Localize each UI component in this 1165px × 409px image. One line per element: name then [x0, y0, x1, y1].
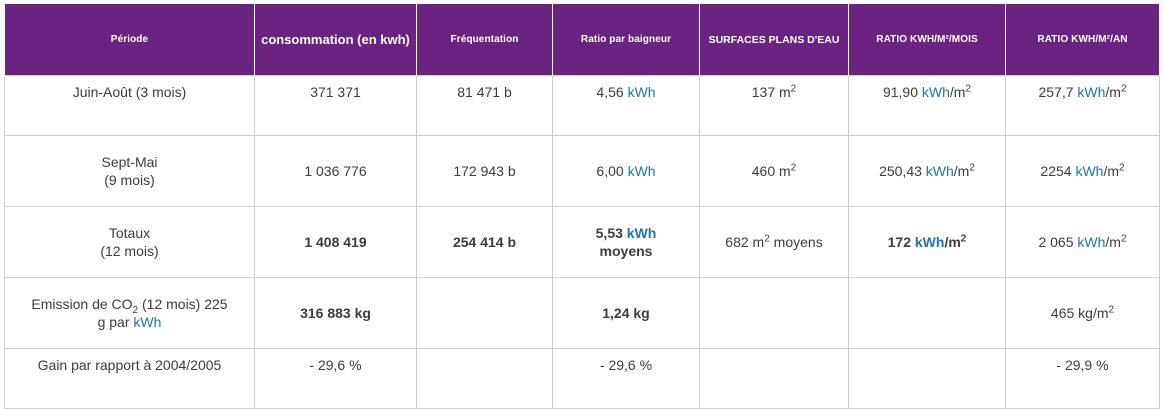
periode-cell: Juin-Août (3 mois): [4, 75, 255, 136]
per-m-unit: /m: [953, 163, 970, 179]
unit-exponent: 2: [969, 162, 975, 174]
ratio-cell: 4,56 kWh: [552, 75, 700, 136]
frequentation-cell: [416, 277, 553, 349]
per-m-unit: /m: [1103, 163, 1120, 179]
frequentation-cell: 81 471 b: [416, 75, 553, 136]
per-m-unit: /m: [1105, 234, 1121, 250]
header-surfaces: SURFACES PLANS D'EAU: [699, 4, 849, 76]
ratio-cell: - 29,6 %: [552, 348, 700, 409]
kwh-unit: kWh: [627, 84, 656, 100]
header-ratio-baigneur: Ratio par baigneur: [552, 4, 700, 76]
surface-exponent: 2: [790, 83, 797, 95]
periode-cell: Sept-Mai (9 mois): [4, 135, 255, 207]
kwh-unit: kWh: [914, 234, 945, 250]
ratio-value: 5,53: [595, 225, 623, 241]
ratio-cell: 6,00 kWh: [552, 135, 700, 207]
kwh-unit: kWh: [1077, 234, 1106, 250]
periode-cell: Gain par rapport à 2004/2005: [4, 348, 255, 409]
ratio-an-cell: 2254 kWh/m2: [1005, 135, 1160, 207]
kwh-unit: kWh: [921, 84, 950, 100]
surface-cell: 460 m2: [699, 135, 849, 207]
consumption-table: Période consommation (en kwh) Fréquentat…: [4, 4, 1160, 409]
surface-exponent: 2: [790, 162, 797, 174]
per-m-unit: /m: [949, 84, 966, 100]
surface-exponent: 2: [764, 233, 770, 245]
header-periode: Période: [4, 4, 255, 76]
emission-label: Emission de CO: [31, 296, 133, 312]
kwh-unit: kWh: [925, 163, 954, 179]
surface-cell: 682 m2 moyens: [699, 206, 849, 278]
consommation-cell: 371 371: [254, 75, 417, 136]
header-row: Période consommation (en kwh) Fréquentat…: [4, 4, 1160, 76]
kwh-unit: kWh: [1075, 163, 1104, 179]
frequentation-cell: [416, 348, 553, 409]
ratio-mois-cell: 91,90 kWh/m2: [848, 75, 1006, 136]
emission-detail: (12 mois) 225: [138, 296, 228, 312]
ratio-mois-cell: 250,43 kWh/m2: [848, 135, 1006, 207]
unit-exponent: 2: [1120, 233, 1127, 245]
ratio-mois-cell: [848, 277, 1006, 349]
surface-cell: [699, 348, 849, 409]
table-row: Juin-Août (3 mois) 371 371 81 471 b 4,56…: [4, 75, 1160, 136]
ratio-an-value: 257,7: [1038, 84, 1074, 100]
consommation-cell: 1 036 776: [254, 135, 417, 207]
ratio-mois-cell: [848, 348, 1006, 409]
consommation-cell: 1 408 419: [254, 206, 417, 278]
ratio-qualifier: moyens: [599, 243, 653, 259]
ratio-mois-cell: 172 kWh/m2: [848, 206, 1006, 278]
surface-value: 682 m: [725, 234, 765, 250]
ratio-mois-value: 91,90: [882, 84, 919, 100]
kwh-unit: kWh: [626, 225, 657, 241]
ratio-an-value: 2 065: [1038, 234, 1078, 250]
per-m-unit: /m: [944, 234, 961, 250]
periode-duration: (12 mois): [100, 243, 159, 259]
unit-exponent: 2: [1119, 162, 1125, 174]
co2-subscript: 2: [132, 304, 139, 316]
surface-cell: [699, 277, 849, 349]
periode-cell: Emission de CO2 (12 mois) 225 g par kWh: [4, 277, 255, 349]
table-row-totals: Totaux (12 mois) 1 408 419 254 414 b 5,53…: [4, 206, 1160, 278]
unit-exponent: 2: [1108, 304, 1115, 316]
frequentation-cell: 254 414 b: [416, 206, 553, 278]
ratio-an-cell: 465 kg/m2: [1005, 277, 1160, 349]
ratio-cell: 1,24 kg: [552, 277, 700, 349]
ratio-an-cell: 2 065 kWh/m2: [1005, 206, 1160, 278]
ratio-value: 6,00: [596, 163, 624, 179]
ratio-an-cell: - 29,9 %: [1005, 348, 1160, 409]
table-row-emission: Emission de CO2 (12 mois) 225 g par kWh 3…: [4, 277, 1160, 349]
table-row-gain: Gain par rapport à 2004/2005 - 29,6 % - …: [4, 348, 1160, 409]
header-ratio-an: RATIO KWH/M²/AN: [1005, 4, 1160, 76]
header-ratio-mois: RATIO KWH/M²/MOIS: [848, 4, 1006, 76]
surface-value: 137 m: [751, 84, 791, 100]
kwh-unit: kWh: [1077, 84, 1106, 100]
consommation-cell: 316 883 kg: [254, 277, 417, 349]
periode-cell: Totaux (12 mois): [4, 206, 255, 278]
periode-duration: (9 mois): [104, 172, 155, 188]
kwh-unit: kWh: [133, 314, 162, 330]
unit-exponent: 2: [960, 233, 967, 245]
ratio-an-value: 2254: [1040, 163, 1072, 179]
periode-label: Sept-Mai: [101, 154, 158, 170]
table-row: Sept-Mai (9 mois) 1 036 776 172 943 b 6,0…: [4, 135, 1160, 207]
surface-value: 460 m: [751, 163, 791, 179]
header-frequentation: Fréquentation: [416, 4, 553, 76]
ratio-mois-value: 250,43: [879, 163, 922, 179]
emission-per: g par: [97, 314, 134, 330]
ratio-value: 4,56: [596, 84, 624, 100]
periode-label: Totaux: [108, 225, 151, 241]
ratio-an-value: 465 kg/m: [1050, 305, 1109, 321]
unit-exponent: 2: [1120, 83, 1127, 95]
frequentation-cell: 172 943 b: [416, 135, 553, 207]
ratio-mois-value: 172: [887, 234, 911, 250]
unit-exponent: 2: [965, 83, 972, 95]
per-m-unit: /m: [1105, 84, 1121, 100]
consommation-cell: - 29,6 %: [254, 348, 417, 409]
ratio-cell: 5,53 kWh moyens: [552, 206, 700, 278]
surface-qualifier: moyens: [769, 234, 823, 250]
kwh-unit: kWh: [627, 163, 656, 179]
header-consommation: consommation (en kwh): [254, 4, 417, 76]
ratio-an-cell: 257,7 kWh/m2: [1005, 75, 1160, 136]
surface-cell: 137 m2: [699, 75, 849, 136]
